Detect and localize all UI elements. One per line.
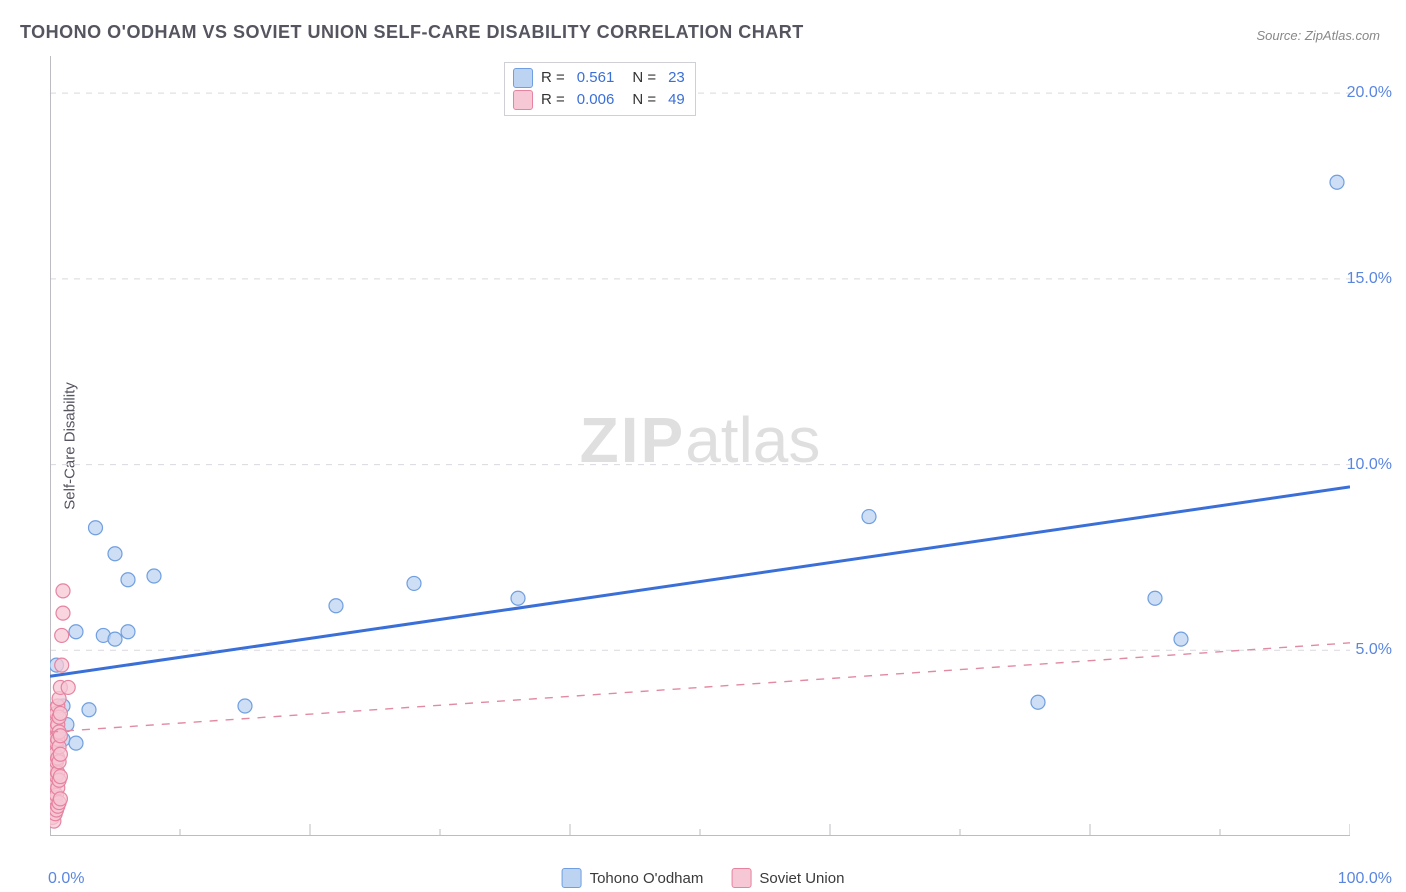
stats-r-value: 0.006 [577,89,615,111]
chart-title: TOHONO O'ODHAM VS SOVIET UNION SELF-CARE… [20,22,804,43]
series-legend-item: Soviet Union [731,868,844,888]
y-tick-label: 15.0% [1347,270,1392,288]
source-attribution: Source: ZipAtlas.com [1256,28,1380,43]
legend-swatch [513,90,533,110]
stats-r-label: R = [541,89,565,111]
stats-n-value: 23 [668,67,685,89]
y-tick-label: 20.0% [1347,84,1392,102]
y-tick-label: 10.0% [1347,456,1392,474]
stats-n-value: 49 [668,89,685,111]
stats-n-label: N = [632,89,656,111]
series-legend: Tohono O'odham Soviet Union [562,868,845,888]
scatter-plot [50,56,1350,836]
series-name: Soviet Union [759,870,844,887]
stats-row: R = 0.561 N = 23 [513,67,685,89]
legend-swatch [731,868,751,888]
y-tick-label: 5.0% [1356,641,1392,659]
x-axis-max-label: 100.0% [1338,870,1392,888]
stats-r-value: 0.561 [577,67,615,89]
legend-swatch [562,868,582,888]
stats-n-label: N = [632,67,656,89]
legend-swatch [513,68,533,88]
x-axis-min-label: 0.0% [48,870,84,888]
stats-row: R = 0.006 N = 49 [513,89,685,111]
series-legend-item: Tohono O'odham [562,868,704,888]
stats-r-label: R = [541,67,565,89]
stats-legend: R = 0.561 N = 23 R = 0.006 N = 49 [504,62,696,116]
series-name: Tohono O'odham [590,870,704,887]
